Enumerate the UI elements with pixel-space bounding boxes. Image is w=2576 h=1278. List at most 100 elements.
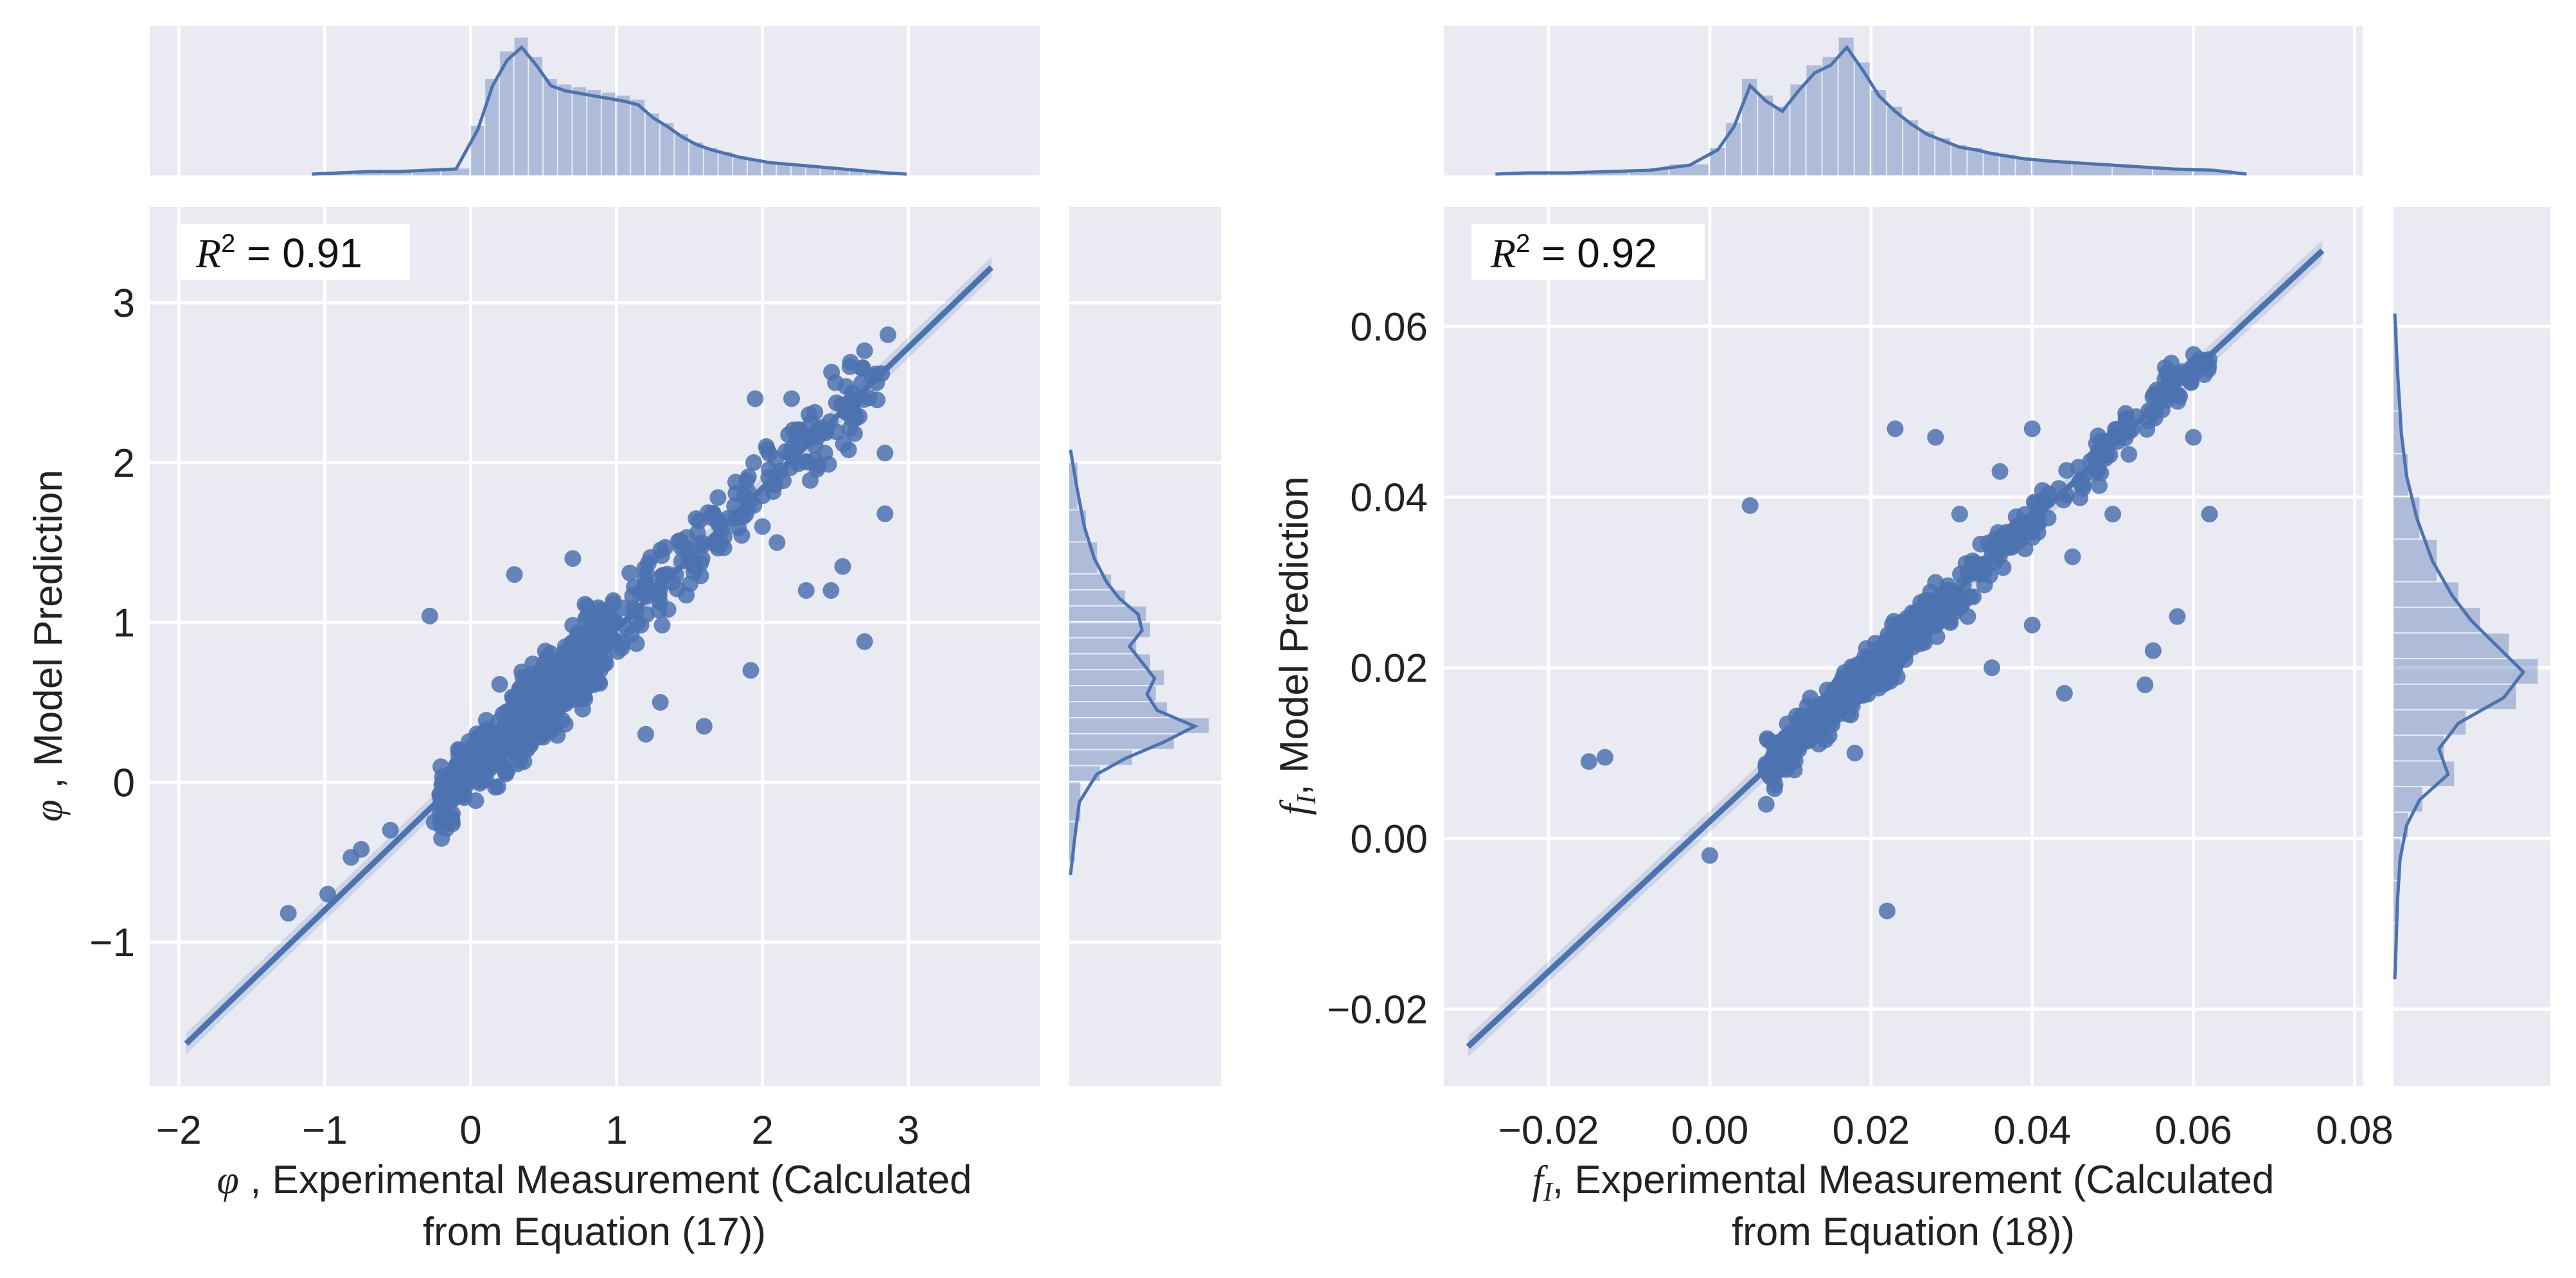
left-top-hist-bar [704, 148, 718, 175]
right-top-hist-bar [1887, 106, 1902, 175]
right-right-marginal-bg [2394, 207, 2550, 1086]
right-scatter-point [1972, 535, 1989, 553]
right-top-hist-bar [1742, 78, 1757, 175]
right-side-hist-bar [2394, 736, 2444, 761]
left-x-tick-label: 0 [459, 1108, 481, 1153]
left-scatter-point [623, 626, 640, 643]
left-scatter-point [688, 510, 705, 528]
right-top-hist-bar [1774, 106, 1790, 175]
left-scatter-point [421, 607, 438, 625]
left-side-hist-bar [1069, 606, 1146, 621]
left-scatter-point [425, 813, 443, 831]
right-side-hist-bar [2394, 634, 2509, 658]
right-scatter-point [1927, 574, 1944, 591]
right-scatter-point [2171, 387, 2189, 405]
left-scatter-point [433, 830, 450, 847]
left-scatter-point [869, 391, 886, 409]
right-y-tick-label: 0.04 [1350, 476, 1428, 520]
left-top-hist-bar [777, 163, 791, 175]
left-scatter-point [592, 661, 609, 679]
left-scatter-point [653, 616, 671, 634]
left-top-hist-bar [689, 142, 703, 175]
left-top-hist-bar [353, 171, 382, 175]
left-scatter-point [524, 655, 542, 673]
right-scatter-point [1946, 603, 1964, 621]
left-side-hist-bar [1069, 718, 1209, 733]
right-regression-line [1466, 248, 2325, 1049]
left-top-hist-bar [747, 159, 761, 175]
left-side-hist-bar [1069, 622, 1150, 637]
left-scatter-point [564, 550, 582, 567]
right-y-axis-label: fI, Model Prediction [1272, 476, 1322, 815]
left-scatter-point [552, 652, 569, 668]
left-top-hist-bar [792, 164, 805, 175]
left-scatter-point [879, 326, 896, 343]
left-scatter-point [876, 505, 894, 522]
right-scatter-point [1779, 715, 1796, 732]
left-y-tick-label: 3 [113, 281, 135, 326]
right-x-tick-label: −0.02 [1498, 1108, 1599, 1153]
left-top-hist-bar [601, 93, 616, 175]
right-x-tick-label: 0.08 [2316, 1108, 2394, 1153]
right-scatter-point [1846, 745, 1863, 762]
right-scatter-point [2023, 616, 2041, 634]
right-top-hist-bar [1951, 145, 1967, 175]
right-scatter-point [2023, 420, 2041, 438]
right-y-tick-label: 0.00 [1350, 817, 1428, 862]
right-scatter-point [2136, 676, 2154, 693]
left-side-hist-bar [1069, 654, 1150, 670]
right-scatter-point [1878, 902, 1896, 919]
left-scatter-point [640, 555, 657, 572]
right-x-axis-label: fI, Experimental Measurement (Calculated [1532, 1158, 2275, 1207]
left-scatter-point [745, 454, 762, 471]
right-top-hist-bar [1806, 65, 1822, 176]
left-scatter-point [671, 532, 689, 549]
left-scatter-point [491, 676, 508, 693]
left-scatter-point [616, 599, 633, 617]
right-top-hist-bar [1838, 37, 1854, 175]
right-scatter-point [1580, 753, 1597, 770]
right-side-hist-bar [2394, 710, 2466, 735]
left-scatter-point [876, 445, 894, 462]
left-side-hist-bar [1069, 750, 1132, 765]
left-top-hist-bar [849, 170, 864, 175]
right-scatter-point [2107, 421, 2124, 438]
left-x-axis-label: φ , Experimental Measurement (Calculated [217, 1158, 972, 1202]
left-x-tick-label: 1 [605, 1108, 627, 1153]
right-scatter-point [2072, 489, 2089, 506]
left-x-tick-label: −1 [302, 1108, 348, 1153]
right-scatter-point [1991, 463, 2009, 480]
left-scatter-point [806, 404, 824, 421]
left-scatter-point [747, 390, 764, 407]
left-y-tick-label: −1 [89, 921, 135, 965]
right-scatter-point [2090, 427, 2107, 445]
left-top-hist-bar [529, 57, 543, 176]
left-top-hist-bar [514, 37, 528, 175]
left-scatter-point [577, 610, 594, 628]
left-scatter-point [455, 750, 472, 767]
left-scatter-point [489, 778, 506, 795]
right-top-hist-bar [1822, 57, 1838, 176]
left-scatter-point [621, 564, 639, 581]
left-y-axis-label: φ , Model Prediction [26, 470, 71, 822]
right-scatter-point [2064, 548, 2081, 565]
right-side-hist-bar [2394, 539, 2437, 581]
right-side-hist-bar [2394, 881, 2398, 923]
left-scatter-point [382, 822, 399, 839]
left-scatter-point [678, 587, 695, 604]
left-scatter-point [768, 534, 786, 551]
right-scatter-point [2091, 477, 2108, 494]
right-side-kde-curve [2393, 313, 2526, 980]
right-side-hist-bar [2394, 582, 2459, 607]
right-y-tick-label: 0.02 [1350, 646, 1428, 691]
left-y-tick-label: 2 [113, 441, 135, 486]
right-scatter-point [2056, 685, 2073, 702]
right-scatter-point [2120, 446, 2138, 463]
right-scatter-point [1976, 576, 1993, 594]
left-top-hist-bar [835, 168, 849, 175]
left-side-hist-bar [1069, 734, 1174, 749]
left-top-hist-bar [573, 87, 587, 175]
right-scatter-point [2144, 642, 2162, 659]
right-y-tick-label: 0.06 [1350, 305, 1428, 350]
right-top-hist-bar [2016, 157, 2031, 175]
